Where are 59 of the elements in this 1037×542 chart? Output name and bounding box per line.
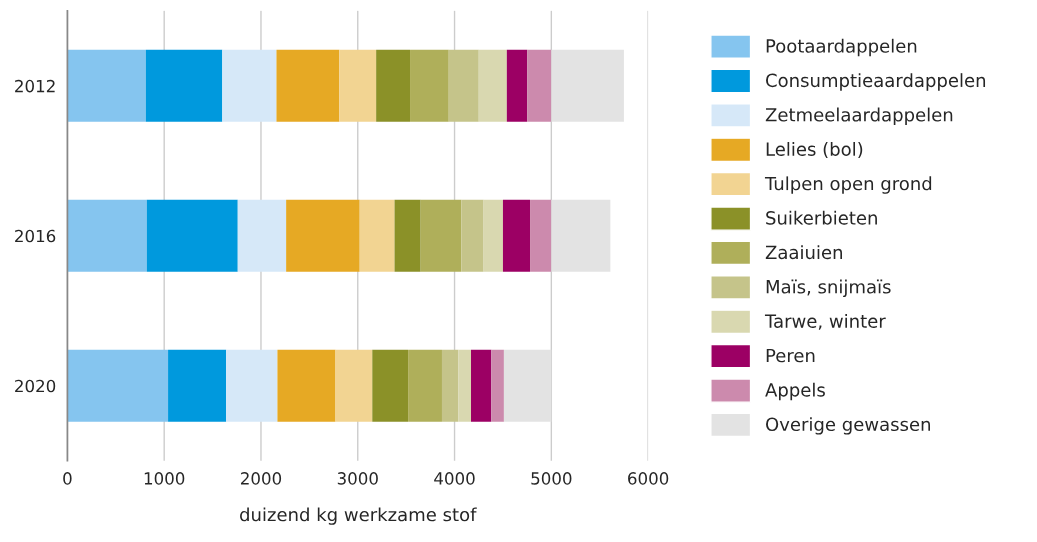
bar xyxy=(286,199,360,272)
bar xyxy=(530,199,552,272)
bar xyxy=(506,49,528,122)
bar xyxy=(376,49,411,122)
bar xyxy=(551,199,611,272)
bar xyxy=(277,349,336,422)
legend-label: Consumptieaardappelen xyxy=(766,73,986,91)
bar xyxy=(527,49,552,122)
legend-label: Tulpen open grond xyxy=(764,176,932,194)
bar xyxy=(420,199,462,272)
legend-label: Suikerbieten xyxy=(766,210,877,225)
y-tick-label: 2012 xyxy=(15,79,55,93)
bar xyxy=(491,349,504,422)
bar xyxy=(471,349,492,422)
bar xyxy=(226,349,278,422)
bar xyxy=(458,349,472,422)
x-tick-label: 0 xyxy=(63,472,72,485)
x-tick-label: 5000 xyxy=(531,472,572,485)
bar xyxy=(502,199,531,272)
y-tick-label: 2016 xyxy=(15,229,56,243)
legend-label: Zaaiuien xyxy=(765,245,842,260)
legend-label: Zetmeelaardappelen xyxy=(765,107,953,126)
bar xyxy=(339,49,377,122)
bar xyxy=(478,49,507,122)
legend-label: Maïs, snijmaïs xyxy=(766,279,891,298)
bar xyxy=(551,49,624,122)
bar xyxy=(441,349,459,422)
legend-label: Tarwe, winter xyxy=(764,313,886,330)
legend-label: Appels xyxy=(765,382,825,401)
bar xyxy=(276,49,340,122)
bar xyxy=(237,199,287,272)
x-tick-label: 2000 xyxy=(240,472,282,485)
legend-label: Peren xyxy=(766,348,815,363)
bar xyxy=(168,349,227,422)
bar xyxy=(408,349,442,422)
bar xyxy=(359,199,395,272)
legend-label: Pootaardappelen xyxy=(766,38,917,57)
legend-label: Lelies (bol) xyxy=(766,141,863,159)
x-axis-title: duizend kg werkzame stof xyxy=(240,507,477,525)
bar xyxy=(222,49,277,122)
x-tick-label: 1000 xyxy=(144,472,185,485)
bar xyxy=(67,349,169,422)
bar xyxy=(145,49,223,122)
bar xyxy=(448,49,479,122)
x-tick-label: 6000 xyxy=(628,472,669,485)
bar xyxy=(372,349,409,422)
bar xyxy=(410,49,449,122)
bar xyxy=(335,349,373,422)
bar xyxy=(67,199,147,272)
bar xyxy=(503,349,552,422)
bar xyxy=(146,199,238,272)
bar xyxy=(461,199,484,272)
y-tick-label: 2020 xyxy=(15,379,56,393)
bar xyxy=(394,199,421,272)
x-tick-label: 3000 xyxy=(337,472,378,485)
bar xyxy=(483,199,503,272)
bar xyxy=(67,49,146,122)
x-tick-label: 4000 xyxy=(434,472,475,485)
legend-label: Overige gewassen xyxy=(766,417,930,435)
